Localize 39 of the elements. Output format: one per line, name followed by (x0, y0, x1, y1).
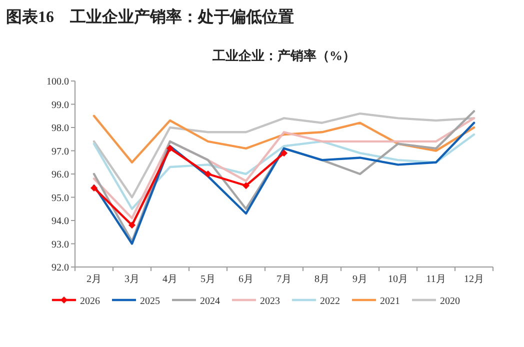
x-tick-label: 2月 (86, 274, 102, 285)
y-tick-label: 99.0 (52, 100, 69, 111)
line-series (92, 133, 476, 210)
point (204, 170, 212, 178)
y-tick-label: 95.0 (52, 192, 69, 204)
legend-label: 2022 (320, 296, 340, 307)
line-series (92, 117, 476, 220)
legend-label: 2021 (380, 296, 400, 307)
x-tick-label: 3月 (124, 274, 140, 285)
x-tick-label: 5月 (200, 274, 216, 285)
y-tick-label: 93.0 (52, 239, 69, 250)
x-tick-label: 8月 (314, 274, 330, 285)
line-series (92, 114, 476, 164)
y-tick-label: 96.0 (52, 170, 69, 180)
x-tick-label: 11月 (426, 274, 446, 285)
x-tick-label: 7月 (276, 274, 292, 285)
x-tick-label: 12月 (464, 274, 484, 285)
chart-subtitle: 工业企业：产销率（%） (212, 48, 356, 63)
x-tick-label: 9月 (352, 274, 368, 285)
y-tick-label: 92.0 (52, 262, 69, 274)
legend-label: 2025 (140, 296, 160, 307)
y-tick-label: 94.0 (52, 216, 69, 227)
y-tick-label: 98.0 (52, 123, 69, 134)
y-tick-label: 97.0 (52, 146, 69, 158)
point (166, 144, 174, 152)
legend-label: 2020 (440, 296, 460, 307)
x-tick-label: 6月 (238, 274, 254, 285)
legend-label: 2023 (260, 296, 280, 307)
legend-label: 2024 (200, 296, 220, 307)
line-series (92, 112, 476, 198)
point (90, 184, 98, 192)
x-tick-label: 10月 (388, 274, 408, 285)
point (128, 222, 136, 229)
legend-label: 2026 (80, 296, 100, 307)
chart-title: 图表16 工业企业产销率：处于偏低位置 (6, 7, 294, 26)
point (242, 182, 250, 190)
point (280, 150, 288, 157)
y-tick-label: 100.0 (46, 76, 69, 88)
x-tick-label: 4月 (162, 274, 178, 285)
